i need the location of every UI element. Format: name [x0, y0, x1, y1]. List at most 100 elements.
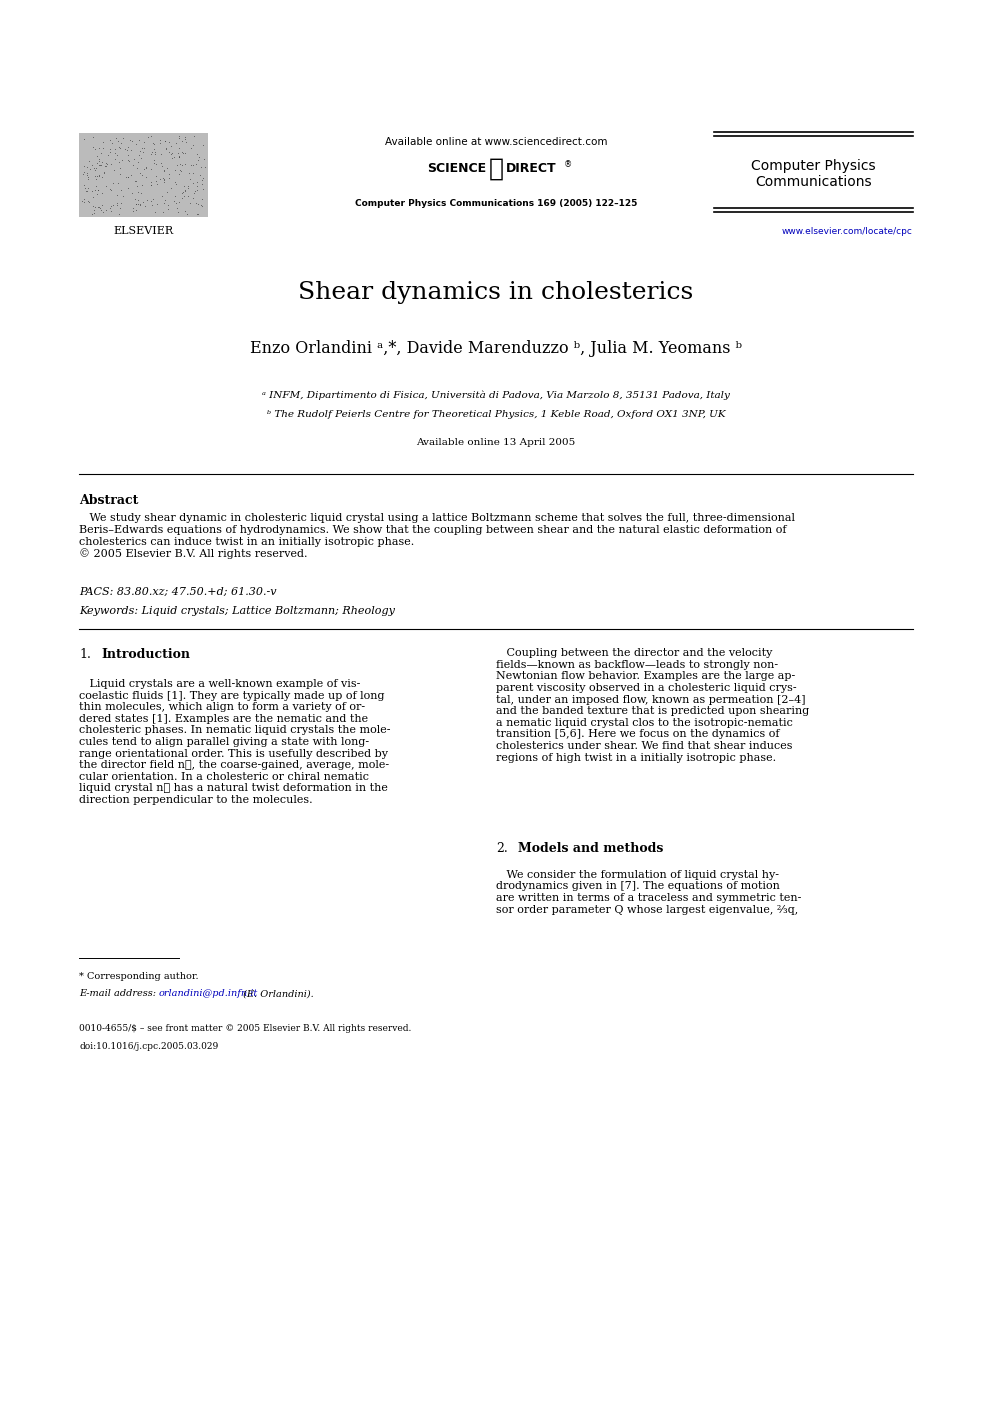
- Text: Computer Physics
Communications: Computer Physics Communications: [751, 159, 876, 189]
- Point: [89, 182, 105, 205]
- Point: [85, 156, 101, 178]
- Point: [89, 145, 105, 167]
- Point: [120, 166, 136, 188]
- Point: [147, 152, 163, 174]
- Point: [94, 130, 110, 153]
- Point: [96, 161, 112, 184]
- Point: [78, 156, 94, 178]
- Point: [194, 173, 210, 195]
- Point: [167, 159, 183, 181]
- Point: [94, 150, 110, 173]
- Point: [154, 185, 170, 208]
- Point: [190, 192, 206, 215]
- Point: [112, 163, 128, 185]
- Point: [146, 149, 162, 171]
- Point: [110, 171, 126, 194]
- Point: [149, 192, 165, 215]
- Text: Computer Physics Communications 169 (2005) 122–125: Computer Physics Communications 169 (200…: [355, 199, 637, 208]
- Point: [172, 191, 187, 213]
- Point: [127, 170, 143, 192]
- Point: [132, 140, 148, 163]
- FancyBboxPatch shape: [79, 133, 208, 217]
- Point: [183, 154, 198, 177]
- Point: [84, 203, 100, 226]
- Text: We consider the formulation of liquid crystal hy-
drodynamics given in [7]. The : We consider the formulation of liquid cr…: [496, 870, 802, 915]
- Text: Keywords: Liquid crystals; Lattice Boltzmann; Rheology: Keywords: Liquid crystals; Lattice Boltz…: [79, 606, 395, 616]
- Point: [106, 159, 122, 181]
- Point: [91, 196, 107, 219]
- Point: [100, 143, 116, 166]
- Point: [107, 137, 123, 160]
- Point: [108, 192, 124, 215]
- Point: [139, 156, 155, 178]
- Point: [155, 167, 171, 189]
- Point: [157, 159, 173, 181]
- Point: [91, 136, 107, 159]
- Point: [178, 178, 193, 201]
- Point: [128, 192, 144, 215]
- Point: [91, 149, 107, 171]
- Point: [161, 140, 177, 163]
- Point: [80, 168, 96, 191]
- Point: [189, 143, 205, 166]
- Text: orlandini@pd.infn.it: orlandini@pd.infn.it: [159, 989, 258, 998]
- Point: [143, 125, 159, 147]
- Text: Abstract: Abstract: [79, 494, 139, 506]
- Point: [112, 196, 128, 219]
- Point: [190, 149, 206, 171]
- Point: [162, 167, 178, 189]
- Point: [140, 126, 156, 149]
- Point: [174, 181, 189, 203]
- Point: [124, 182, 140, 205]
- Point: [164, 147, 180, 170]
- Point: [147, 143, 163, 166]
- Point: [192, 164, 208, 187]
- Point: [158, 137, 174, 160]
- Point: [86, 166, 102, 188]
- Point: [81, 150, 97, 173]
- Point: [129, 174, 145, 196]
- Point: [115, 185, 131, 208]
- Point: [147, 140, 163, 163]
- Point: [90, 178, 106, 201]
- Point: [102, 178, 118, 201]
- Point: [180, 177, 195, 199]
- Point: [87, 196, 103, 219]
- Point: [76, 188, 92, 210]
- Point: [171, 163, 186, 185]
- Point: [92, 153, 108, 175]
- Point: [173, 160, 188, 182]
- Point: [102, 137, 118, 160]
- Text: Enzo Orlandini ᵃ,*, Davide Marenduzzo ᵇ, Julia M. Yeomans ᵇ: Enzo Orlandini ᵃ,*, Davide Marenduzzo ᵇ,…: [250, 340, 742, 356]
- Point: [91, 164, 107, 187]
- Point: [190, 202, 206, 224]
- Point: [178, 142, 193, 164]
- Point: [194, 195, 210, 217]
- Point: [113, 192, 129, 215]
- Point: [169, 132, 185, 154]
- Point: [178, 128, 193, 150]
- Point: [84, 126, 100, 149]
- Point: [152, 132, 168, 154]
- Point: [174, 154, 189, 177]
- Point: [178, 153, 193, 175]
- Point: [76, 154, 92, 177]
- Point: [108, 126, 124, 149]
- Point: [156, 168, 172, 191]
- Point: [119, 139, 135, 161]
- Point: [112, 137, 128, 160]
- Point: [79, 180, 95, 202]
- Point: [88, 167, 104, 189]
- Point: [143, 174, 159, 196]
- Text: 2.: 2.: [496, 842, 508, 854]
- Point: [174, 140, 189, 163]
- Point: [138, 157, 154, 180]
- Point: [125, 199, 141, 222]
- Point: [77, 177, 93, 199]
- Point: [126, 147, 142, 170]
- Point: [146, 133, 162, 156]
- Point: [102, 178, 118, 201]
- Point: [109, 143, 125, 166]
- Point: [105, 194, 121, 216]
- Point: [92, 154, 108, 177]
